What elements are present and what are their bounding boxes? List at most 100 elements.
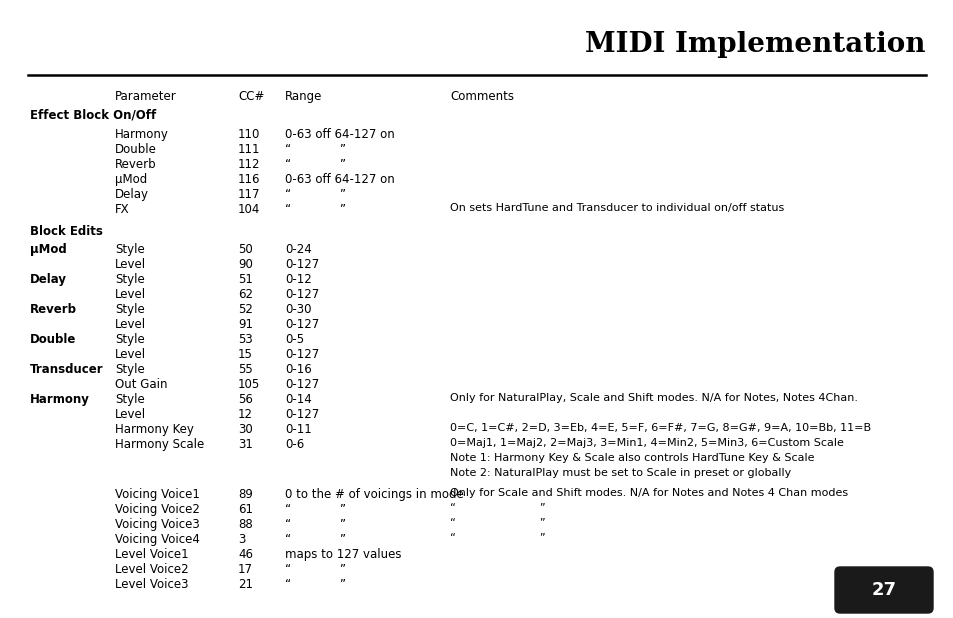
Text: Style: Style <box>115 273 145 286</box>
Text: 50: 50 <box>237 243 253 256</box>
Text: Reverb: Reverb <box>30 303 77 316</box>
Text: Level Voice2: Level Voice2 <box>115 563 189 576</box>
Text: 0-127: 0-127 <box>285 378 319 391</box>
Text: 110: 110 <box>237 128 260 141</box>
Text: “                        ”: “ ” <box>450 503 545 513</box>
Text: μMod: μMod <box>30 243 67 256</box>
Text: 52: 52 <box>237 303 253 316</box>
Text: 111: 111 <box>237 143 260 156</box>
Text: Only for NaturalPlay, Scale and Shift modes. N/A for Notes, Notes 4Chan.: Only for NaturalPlay, Scale and Shift mo… <box>450 393 857 403</box>
Text: Delay: Delay <box>115 188 149 201</box>
Text: 0-5: 0-5 <box>285 333 304 346</box>
FancyBboxPatch shape <box>834 567 932 613</box>
Text: 117: 117 <box>237 188 260 201</box>
Text: Voicing Voice3: Voicing Voice3 <box>115 518 199 531</box>
Text: 27: 27 <box>871 581 896 599</box>
Text: Voicing Voice1: Voicing Voice1 <box>115 488 200 501</box>
Text: 0-30: 0-30 <box>285 303 312 316</box>
Text: “             ”: “ ” <box>285 518 346 531</box>
Text: 0-127: 0-127 <box>285 258 319 271</box>
Text: 15: 15 <box>237 348 253 361</box>
Text: 91: 91 <box>237 318 253 331</box>
Text: 55: 55 <box>237 363 253 376</box>
Text: “             ”: “ ” <box>285 158 346 171</box>
Text: Comments: Comments <box>450 90 514 103</box>
Text: 0-127: 0-127 <box>285 348 319 361</box>
Text: 0=C, 1=C#, 2=D, 3=Eb, 4=E, 5=F, 6=F#, 7=G, 8=G#, 9=A, 10=Bb, 11=B: 0=C, 1=C#, 2=D, 3=Eb, 4=E, 5=F, 6=F#, 7=… <box>450 423 870 433</box>
Text: 0-6: 0-6 <box>285 438 304 451</box>
Text: Harmony: Harmony <box>30 393 90 406</box>
Text: Level Voice1: Level Voice1 <box>115 548 189 561</box>
Text: Style: Style <box>115 393 145 406</box>
Text: 12: 12 <box>237 408 253 421</box>
Text: Level: Level <box>115 348 146 361</box>
Text: “             ”: “ ” <box>285 578 346 591</box>
Text: Effect Block On/Off: Effect Block On/Off <box>30 108 156 121</box>
Text: 90: 90 <box>237 258 253 271</box>
Text: 0 to the # of voicings in mode: 0 to the # of voicings in mode <box>285 488 463 501</box>
Text: 89: 89 <box>237 488 253 501</box>
Text: On sets HardTune and Transducer to individual on/off status: On sets HardTune and Transducer to indiv… <box>450 203 783 213</box>
Text: Level: Level <box>115 408 146 421</box>
Text: 112: 112 <box>237 158 260 171</box>
Text: Level: Level <box>115 288 146 301</box>
Text: 0-63 off 64-127 on: 0-63 off 64-127 on <box>285 173 395 186</box>
Text: Style: Style <box>115 333 145 346</box>
Text: Range: Range <box>285 90 322 103</box>
Text: “             ”: “ ” <box>285 188 346 201</box>
Text: Only for Scale and Shift modes. N/A for Notes and Notes 4 Chan modes: Only for Scale and Shift modes. N/A for … <box>450 488 847 498</box>
Text: “             ”: “ ” <box>285 143 346 156</box>
Text: Harmony Scale: Harmony Scale <box>115 438 204 451</box>
Text: Style: Style <box>115 363 145 376</box>
Text: 0=Maj1, 1=Maj2, 2=Maj3, 3=Min1, 4=Min2, 5=Min3, 6=Custom Scale: 0=Maj1, 1=Maj2, 2=Maj3, 3=Min1, 4=Min2, … <box>450 438 843 448</box>
Text: Voicing Voice4: Voicing Voice4 <box>115 533 200 546</box>
Text: 0-11: 0-11 <box>285 423 312 436</box>
Text: 88: 88 <box>237 518 253 531</box>
Text: Level: Level <box>115 318 146 331</box>
Text: Level: Level <box>115 258 146 271</box>
Text: Voicing Voice2: Voicing Voice2 <box>115 503 200 516</box>
Text: MIDI Implementation: MIDI Implementation <box>585 32 925 59</box>
Text: 0-127: 0-127 <box>285 408 319 421</box>
Text: FX: FX <box>115 203 130 216</box>
Text: Block Edits: Block Edits <box>30 225 103 238</box>
Text: 30: 30 <box>237 423 253 436</box>
Text: 31: 31 <box>237 438 253 451</box>
Text: Note 2: NaturalPlay must be set to Scale in preset or globally: Note 2: NaturalPlay must be set to Scale… <box>450 468 790 478</box>
Text: 0-63 off 64-127 on: 0-63 off 64-127 on <box>285 128 395 141</box>
Text: Transducer: Transducer <box>30 363 104 376</box>
Text: 116: 116 <box>237 173 260 186</box>
Text: Harmony: Harmony <box>115 128 169 141</box>
Text: Style: Style <box>115 303 145 316</box>
Text: 17: 17 <box>237 563 253 576</box>
Text: CC#: CC# <box>237 90 264 103</box>
Text: Level Voice3: Level Voice3 <box>115 578 189 591</box>
Text: 104: 104 <box>237 203 260 216</box>
Text: 3: 3 <box>237 533 245 546</box>
Text: Out Gain: Out Gain <box>115 378 168 391</box>
Text: 62: 62 <box>237 288 253 301</box>
Text: Parameter: Parameter <box>115 90 176 103</box>
Text: μMod: μMod <box>115 173 147 186</box>
Text: “                        ”: “ ” <box>450 518 545 528</box>
Text: 0-16: 0-16 <box>285 363 312 376</box>
Text: 0-127: 0-127 <box>285 288 319 301</box>
Text: Note 1: Harmony Key & Scale also controls HardTune Key & Scale: Note 1: Harmony Key & Scale also control… <box>450 453 814 463</box>
Text: 46: 46 <box>237 548 253 561</box>
Text: 105: 105 <box>237 378 260 391</box>
Text: Double: Double <box>115 143 156 156</box>
Text: 0-24: 0-24 <box>285 243 312 256</box>
Text: 61: 61 <box>237 503 253 516</box>
Text: “             ”: “ ” <box>285 203 346 216</box>
Text: “             ”: “ ” <box>285 503 346 516</box>
Text: 51: 51 <box>237 273 253 286</box>
Text: Harmony Key: Harmony Key <box>115 423 193 436</box>
Text: “             ”: “ ” <box>285 563 346 576</box>
Text: 56: 56 <box>237 393 253 406</box>
Text: “             ”: “ ” <box>285 533 346 546</box>
Text: Delay: Delay <box>30 273 67 286</box>
Text: 0-12: 0-12 <box>285 273 312 286</box>
Text: 0-127: 0-127 <box>285 318 319 331</box>
Text: maps to 127 values: maps to 127 values <box>285 548 401 561</box>
Text: 21: 21 <box>237 578 253 591</box>
